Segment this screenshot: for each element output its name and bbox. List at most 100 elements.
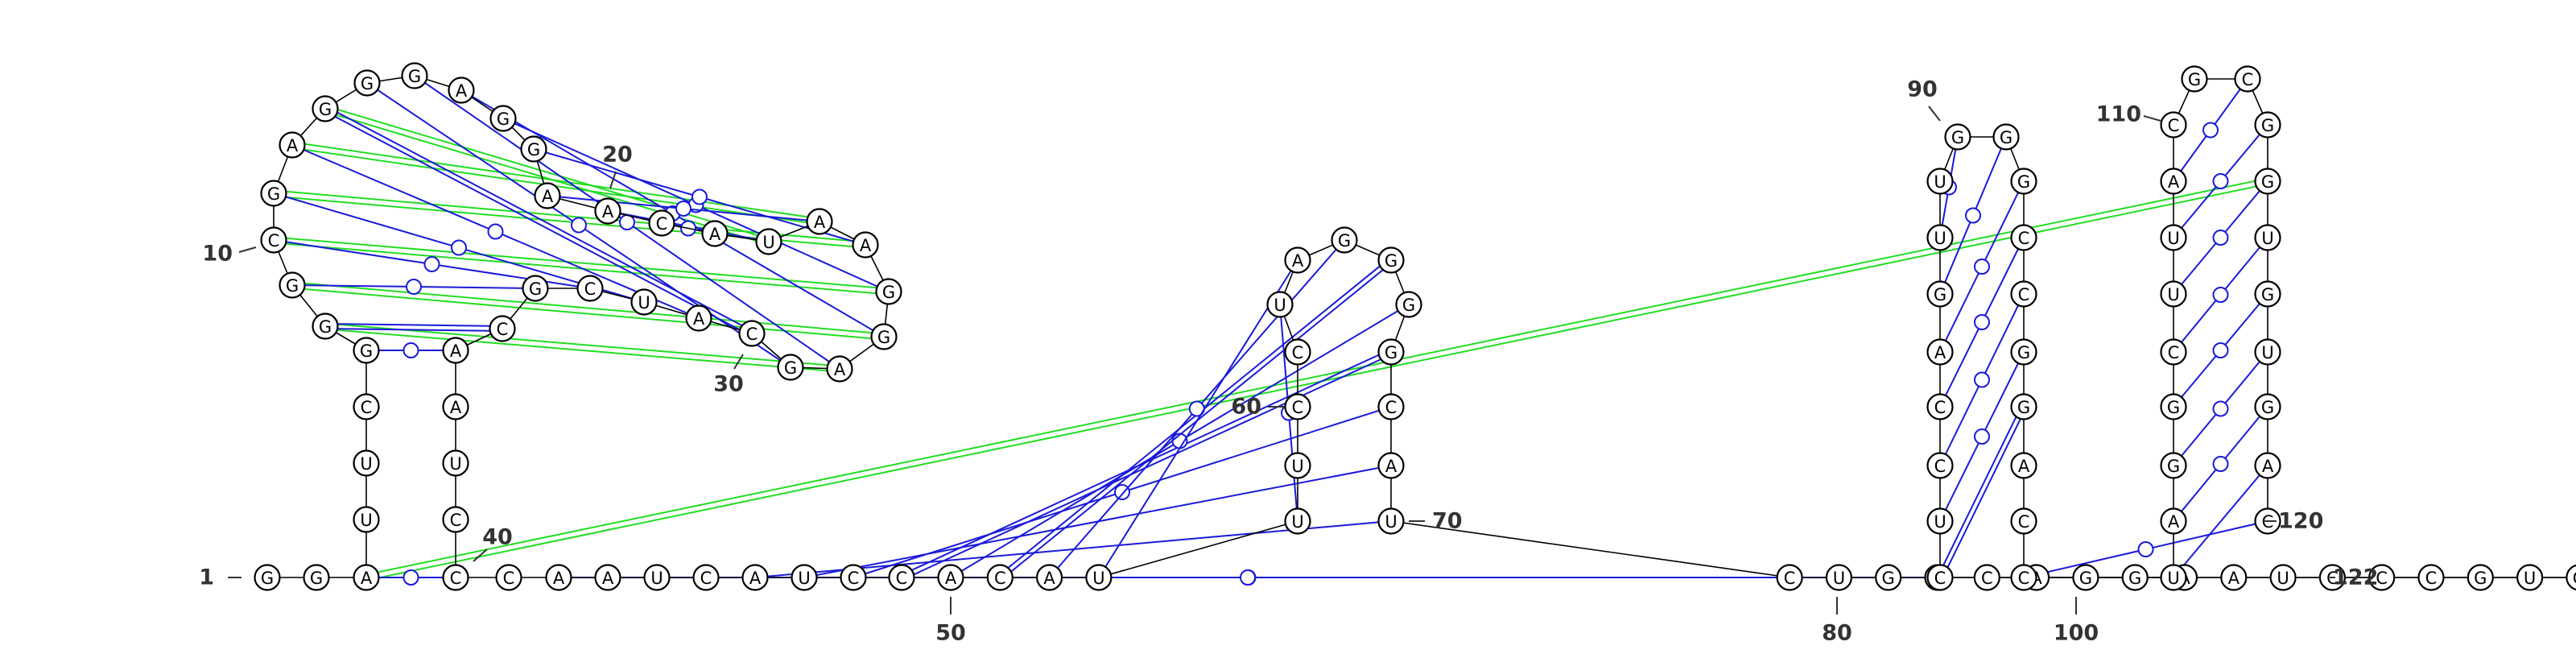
nucleotide-letter: U	[1934, 172, 1946, 192]
nucleotide-letter: C	[2018, 512, 2030, 532]
nucleotide-115: G	[2256, 113, 2281, 138]
nucleotide-22: A	[703, 221, 728, 246]
nucleotide-4: U	[354, 507, 379, 532]
nucleotide-letter: G	[2017, 343, 2030, 362]
nucleotide-121: A	[2256, 453, 2281, 478]
wobble-marker	[2214, 343, 2228, 358]
nucleotide-letter: A	[945, 569, 957, 588]
nucleotide-104: U	[2161, 565, 2186, 590]
nucleotide-letter: A	[456, 81, 468, 101]
nucleotide-6: C	[354, 395, 379, 420]
nucleotide-56: C	[1286, 395, 1311, 420]
nucleotide-35: C	[490, 317, 515, 341]
nucleotide-33: C	[578, 276, 603, 301]
label-10: 10	[202, 242, 233, 267]
nucleotide-74: G	[2123, 565, 2148, 590]
nucleotide-letter: C	[700, 569, 712, 588]
nucleotide-letter: G	[1385, 251, 1397, 271]
nucleotide-letter: G	[882, 283, 895, 302]
nucleotide-102: C	[2012, 509, 2037, 534]
wobble-marker	[1975, 315, 1989, 329]
nucleotide-letter: C	[2018, 569, 2030, 588]
nucleotide-letter: G	[310, 569, 323, 588]
nucleotide-8: G	[313, 314, 338, 339]
nucleotide-letter: C	[1981, 569, 1993, 588]
nucleotide-82: U	[2517, 565, 2542, 590]
nucleotide-64: C	[1379, 395, 1404, 420]
nucleotide-letter: G	[1934, 285, 1946, 304]
nucleotide-letter: U	[1934, 512, 1946, 532]
nucleotide-119: U	[2256, 340, 2281, 365]
label-40: 40	[482, 525, 513, 550]
nucleotide-letter: G	[2017, 172, 2030, 192]
nucleotide-52: A	[1037, 565, 1062, 590]
nucleotide-letter: A	[1385, 457, 1397, 476]
nucleotide-116: G	[2256, 169, 2281, 194]
wobble-marker	[1975, 373, 1989, 387]
nucleotide-113: G	[2182, 67, 2207, 92]
nucleotide-112: C	[2161, 113, 2186, 138]
nucleotide-58: U	[1268, 292, 1293, 317]
label-50: 50	[935, 621, 966, 646]
nucleotide-letter: G	[2000, 128, 2013, 147]
nucleotide-76: A	[2221, 565, 2246, 590]
label-120: 120	[2278, 509, 2323, 534]
nucleotide-25: A	[853, 233, 878, 258]
nucleotide-61: G	[1379, 248, 1404, 273]
nucleotide-24: A	[807, 209, 832, 234]
nucleotide-41: C	[497, 565, 522, 590]
nucleotide-letter: A	[450, 341, 462, 361]
nucleotide-letter: U	[360, 454, 372, 474]
nucleotide-letter: G	[267, 184, 280, 204]
nucleotide-letter: C	[1292, 343, 1304, 362]
nucleotide-letter: G	[2261, 172, 2274, 192]
nucleotide-letter: U	[1291, 512, 1303, 532]
nucleotide-60: G	[1332, 228, 1357, 253]
nucleotide-letter: G	[286, 276, 299, 296]
nucleotide-98: C	[2012, 282, 2037, 307]
base-pair-gc	[998, 259, 1389, 576]
nucleotide-47: U	[792, 565, 817, 590]
nucleotide-letter: C	[2242, 70, 2254, 89]
nucleotide-letter: C	[1784, 569, 1796, 588]
nucleotide-letter: A	[1292, 251, 1304, 271]
nucleotide-letter: A	[834, 360, 846, 379]
nucleotide-letter: C	[656, 214, 668, 234]
nucleotide-73: G	[2073, 565, 2098, 590]
label-30: 30	[713, 372, 744, 397]
wobble-marker	[676, 201, 691, 216]
nucleotide-101: A	[2012, 453, 2037, 478]
nucleotide-letter: A	[749, 569, 762, 588]
base-pair-au	[2174, 466, 2268, 577]
nucleotide-letter: A	[602, 569, 614, 588]
nucleotide-114: C	[2235, 67, 2260, 92]
nucleotide-letter: G	[2261, 285, 2274, 304]
nucleotide-83: G	[2566, 565, 2576, 590]
nucleotide-94: G	[1946, 125, 1971, 150]
nucleotide-letter: U	[762, 233, 774, 252]
wobble-marker	[489, 225, 503, 239]
nucleotide-17: G	[491, 106, 516, 131]
nucleotide-letter: A	[287, 136, 299, 155]
wobble-marker	[1115, 485, 1129, 499]
nucleotide-letter: G	[361, 74, 374, 93]
nucleotide-29: G	[778, 355, 803, 380]
nucleotide-1: G	[255, 565, 280, 590]
nucleotide-14: G	[355, 71, 380, 96]
nucleotide-letter: A	[1934, 343, 1946, 362]
nucleotide-88: C	[1928, 453, 1953, 478]
nucleotide-letter: U	[2167, 229, 2179, 248]
nucleotide-2: G	[304, 565, 329, 590]
wobble-marker	[1975, 429, 1989, 444]
nucleotide-89: C	[1928, 395, 1953, 420]
nucleotide-111: A	[2161, 169, 2186, 194]
nucleotide-118: G	[2256, 282, 2281, 307]
nucleotide-letter: U	[1291, 457, 1303, 476]
nucleotide-letter: G	[527, 140, 540, 159]
wobble-marker	[404, 343, 419, 358]
label-80: 80	[1822, 621, 1852, 646]
nucleotide-letter: U	[650, 569, 663, 588]
nucleotide-letter: U	[2277, 569, 2289, 588]
wobble-marker	[2203, 123, 2218, 138]
wobble-marker	[692, 190, 707, 205]
